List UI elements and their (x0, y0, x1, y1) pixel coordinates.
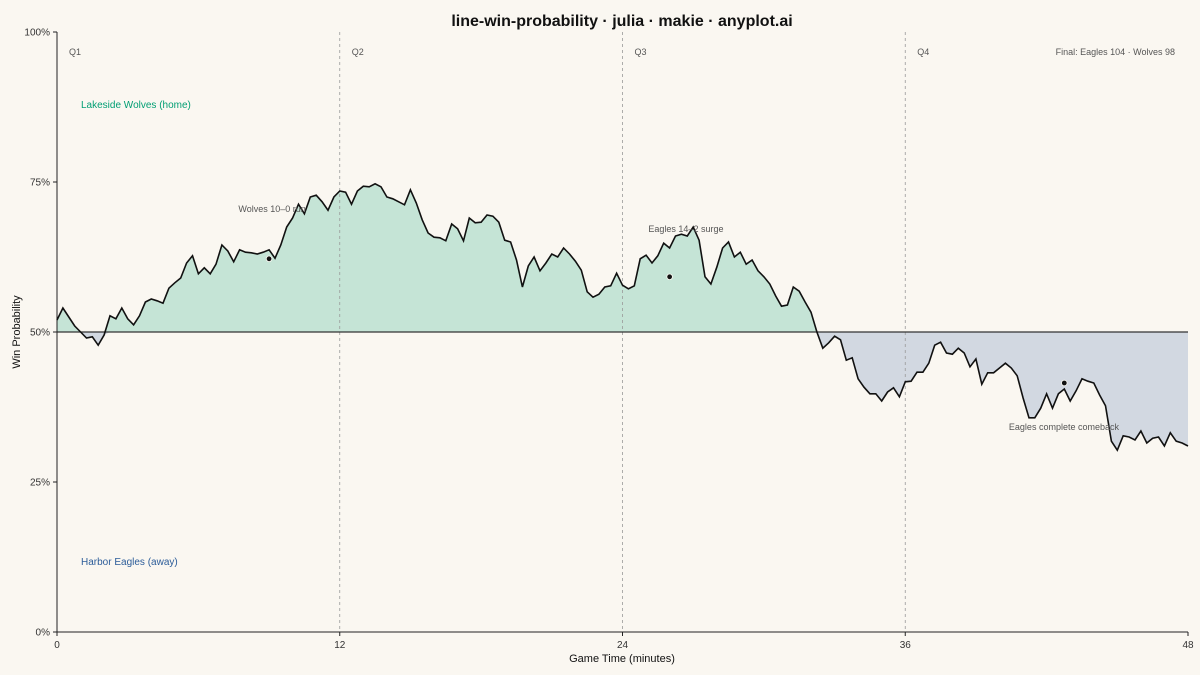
win-probability-line (56, 182, 1189, 452)
annotation-point (1061, 379, 1068, 387)
home-team-label: Lakeside Wolves (home) (81, 100, 191, 111)
x-tick-label: 0 (54, 640, 60, 651)
y-tick-label: 0% (36, 628, 51, 639)
x-axis-label: Game Time (minutes) (569, 653, 675, 665)
away-team-label: Harbor Eagles (away) (81, 557, 178, 568)
quarter-label: Q1 (69, 47, 81, 57)
y-tick-label: 50% (30, 328, 50, 339)
quarter-label: Q2 (352, 47, 364, 57)
x-tick-label: 24 (617, 640, 629, 651)
annotation-label: Eagles complete comeback (1009, 422, 1120, 432)
x-tick-label: 48 (1182, 640, 1194, 651)
annotation-label: Eagles 14–2 surge (648, 224, 723, 234)
y-tick-label: 75% (30, 178, 50, 189)
quarter-label: Q3 (635, 47, 647, 57)
annotation-point (265, 255, 273, 262)
final-score: Final: Eagles 104 · Wolves 98 (1056, 47, 1175, 57)
x-tick-label: 36 (900, 640, 912, 651)
x-tick-label: 12 (334, 640, 346, 651)
y-axis-label: Win Probability (11, 295, 23, 369)
y-tick-label: 100% (24, 28, 50, 39)
chart-title: line-win-probability · julia · makie · a… (451, 13, 792, 30)
annotation-label: Wolves 10–0 run (238, 204, 305, 214)
away-fill-area (57, 332, 1188, 451)
quarter-label: Q4 (917, 47, 929, 57)
y-tick-label: 25% (30, 478, 50, 489)
annotation-point (666, 273, 673, 280)
